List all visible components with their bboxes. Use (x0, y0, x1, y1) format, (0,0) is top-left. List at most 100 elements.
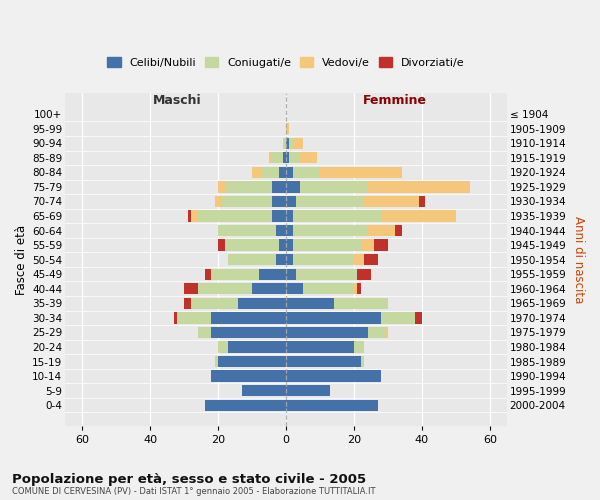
Bar (276, 225, 286, 236)
Bar (358, 268, 371, 280)
Bar (188, 210, 191, 222)
Y-axis label: Fasce di età: Fasce di età (15, 224, 28, 294)
Bar (242, 385, 286, 396)
Bar (252, 166, 262, 178)
Bar (218, 181, 225, 192)
Bar (211, 268, 259, 280)
Bar (293, 138, 303, 149)
Bar (293, 166, 320, 178)
Bar (368, 326, 385, 338)
Bar (184, 283, 198, 294)
Bar (415, 312, 422, 324)
Bar (286, 166, 293, 178)
Text: Popolazione per età, sesso e stato civile - 2005: Popolazione per età, sesso e stato civil… (12, 472, 366, 486)
Bar (286, 225, 293, 236)
Bar (286, 152, 289, 164)
Bar (279, 166, 286, 178)
Bar (225, 181, 272, 192)
Bar (286, 400, 378, 411)
Bar (198, 326, 211, 338)
Bar (286, 385, 330, 396)
Bar (174, 312, 178, 324)
Bar (374, 240, 388, 251)
Bar (293, 225, 368, 236)
Bar (354, 342, 364, 352)
Bar (293, 254, 354, 266)
Bar (215, 356, 218, 367)
Bar (293, 210, 381, 222)
Bar (286, 370, 381, 382)
Bar (286, 342, 354, 352)
Bar (283, 152, 286, 164)
Bar (259, 268, 286, 280)
Bar (225, 240, 279, 251)
Bar (286, 240, 293, 251)
Bar (320, 166, 401, 178)
Bar (303, 283, 354, 294)
Bar (289, 152, 299, 164)
Bar (296, 196, 364, 207)
Bar (419, 196, 425, 207)
Bar (286, 356, 361, 367)
Y-axis label: Anni di nascita: Anni di nascita (572, 216, 585, 304)
Bar (286, 326, 368, 338)
Bar (215, 196, 221, 207)
Bar (395, 225, 401, 236)
Bar (286, 298, 334, 309)
Bar (358, 283, 361, 294)
Bar (178, 312, 211, 324)
Bar (218, 240, 225, 251)
Bar (283, 138, 286, 149)
Bar (286, 210, 293, 222)
Bar (286, 138, 289, 149)
Bar (211, 312, 286, 324)
Bar (296, 268, 358, 280)
Bar (191, 298, 238, 309)
Text: Femmine: Femmine (363, 94, 427, 107)
Bar (198, 210, 272, 222)
Bar (381, 210, 456, 222)
Bar (361, 240, 374, 251)
Bar (286, 196, 296, 207)
Bar (361, 356, 364, 367)
Bar (293, 240, 361, 251)
Bar (381, 312, 415, 324)
Bar (218, 356, 286, 367)
Bar (205, 268, 211, 280)
Bar (228, 254, 276, 266)
Bar (299, 152, 317, 164)
Bar (364, 254, 378, 266)
Bar (286, 123, 289, 134)
Text: Maschi: Maschi (153, 94, 202, 107)
Bar (385, 326, 388, 338)
Bar (272, 196, 286, 207)
Bar (368, 225, 395, 236)
Bar (289, 138, 293, 149)
Bar (211, 326, 286, 338)
Bar (286, 181, 299, 192)
Bar (252, 283, 286, 294)
Bar (218, 225, 276, 236)
Bar (276, 254, 286, 266)
Bar (272, 152, 283, 164)
Bar (269, 152, 272, 164)
Bar (286, 312, 381, 324)
Bar (354, 283, 358, 294)
Bar (286, 254, 293, 266)
Bar (218, 342, 228, 352)
Bar (299, 181, 368, 192)
Bar (262, 166, 279, 178)
Bar (221, 196, 272, 207)
Text: COMUNE DI CERVESINA (PV) - Dati ISTAT 1° gennaio 2005 - Elaborazione TUTTITALIA.: COMUNE DI CERVESINA (PV) - Dati ISTAT 1°… (12, 488, 376, 496)
Bar (228, 342, 286, 352)
Bar (364, 196, 419, 207)
Bar (184, 298, 191, 309)
Bar (238, 298, 286, 309)
Bar (205, 400, 286, 411)
Bar (272, 210, 286, 222)
Bar (368, 181, 470, 192)
Bar (279, 240, 286, 251)
Bar (272, 181, 286, 192)
Bar (191, 210, 198, 222)
Bar (198, 283, 252, 294)
